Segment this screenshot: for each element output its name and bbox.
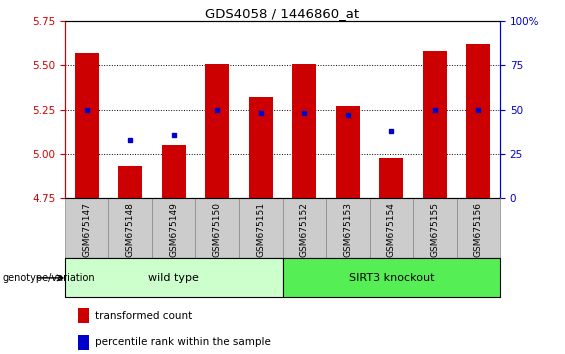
Bar — [282, 258, 500, 297]
Text: GSM675150: GSM675150 — [213, 202, 221, 257]
Bar — [292, 64, 316, 198]
Bar — [326, 198, 370, 258]
Text: SIRT3 knockout: SIRT3 knockout — [349, 273, 434, 283]
Bar — [65, 258, 282, 297]
Text: GSM675154: GSM675154 — [387, 202, 396, 257]
Text: wild type: wild type — [148, 273, 199, 283]
Text: GSM675147: GSM675147 — [82, 202, 91, 257]
Bar — [108, 198, 152, 258]
Text: GSM675153: GSM675153 — [344, 202, 352, 257]
Bar — [75, 53, 99, 198]
Bar — [239, 198, 282, 258]
Bar — [65, 198, 108, 258]
Text: GSM675149: GSM675149 — [170, 202, 178, 257]
Bar — [78, 335, 89, 350]
Text: GSM675151: GSM675151 — [257, 202, 265, 257]
Title: GDS4058 / 1446860_at: GDS4058 / 1446860_at — [206, 7, 359, 20]
Text: GSM675156: GSM675156 — [474, 202, 483, 257]
Text: GSM675155: GSM675155 — [431, 202, 439, 257]
Bar — [370, 198, 413, 258]
Text: GSM675148: GSM675148 — [126, 202, 134, 257]
Bar — [336, 106, 360, 198]
Text: percentile rank within the sample: percentile rank within the sample — [95, 337, 271, 347]
Bar — [379, 158, 403, 198]
Bar — [282, 198, 326, 258]
Text: GSM675152: GSM675152 — [300, 202, 308, 257]
Bar — [457, 198, 500, 258]
Bar — [162, 145, 186, 198]
Text: genotype/variation: genotype/variation — [3, 273, 95, 283]
Bar — [118, 166, 142, 198]
Bar — [205, 64, 229, 198]
Bar — [413, 198, 457, 258]
Bar — [78, 308, 89, 323]
Bar — [152, 198, 195, 258]
Bar — [423, 51, 447, 198]
Bar — [249, 97, 273, 198]
Bar — [195, 198, 239, 258]
Text: transformed count: transformed count — [95, 311, 193, 321]
Bar — [466, 44, 490, 198]
